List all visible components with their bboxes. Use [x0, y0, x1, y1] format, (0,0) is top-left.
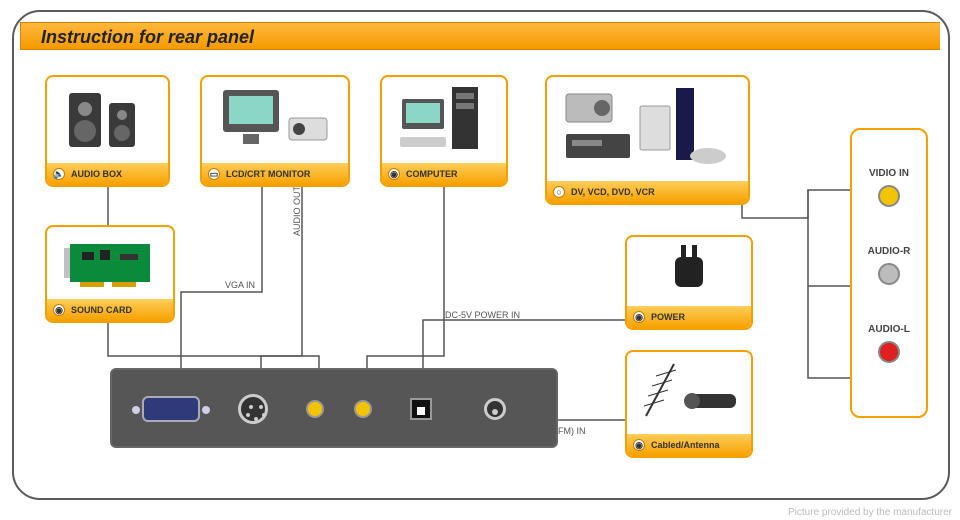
sound-card-icon [47, 227, 173, 299]
dc-jack-icon: ◉ [633, 311, 645, 323]
sound-card-label: SOUND CARD [71, 305, 132, 315]
port-vga [142, 396, 200, 422]
antenna-icon [627, 352, 751, 434]
power-adapter-icon [627, 237, 751, 306]
audio-box-label: AUDIO BOX [71, 169, 122, 179]
label-audio-out: AUDIO OUT [292, 186, 302, 236]
media-label: DV, VCD, DVD, VCR [571, 187, 655, 197]
rca-video-jack [878, 185, 900, 207]
rca-audio-r-label: AUDIO-R [860, 246, 918, 257]
rca-audio-r-jack [878, 263, 900, 285]
device-computer: ◉ COMPUTER [380, 75, 508, 187]
pc-port-icon: ◉ [388, 168, 400, 180]
label-vga-in: VGA IN [225, 280, 255, 290]
rca-panel: VIDIO IN AUDIO-R AUDIO-L [850, 128, 928, 418]
antenna-label: Cabled/Antenna [651, 440, 720, 450]
monitor-label: LCD/CRT MONITOR [226, 169, 310, 179]
device-media: ○ DV, VCD, DVD, VCR [545, 75, 750, 205]
rear-panel [110, 368, 558, 448]
speakers-icon [47, 77, 168, 163]
rca-video-label: VIDIO IN [860, 168, 918, 179]
computer-label: COMPUTER [406, 169, 458, 179]
port-antenna-in [484, 398, 506, 420]
title-bar: Instruction for rear panel [20, 22, 940, 50]
power-label: POWER [651, 312, 685, 322]
device-audio-box: 🔈 AUDIO BOX [45, 75, 170, 187]
rf-jack-icon: ◉ [633, 439, 645, 451]
device-power: ◉ POWER [625, 235, 753, 330]
media-devices-icon [547, 77, 748, 181]
port-audio-1 [306, 400, 324, 418]
device-monitor: ▭ LCD/CRT MONITOR [200, 75, 350, 187]
credit-text: Picture provided by the manufacturer [788, 507, 952, 518]
audio-jack-icon: ◉ [53, 304, 65, 316]
port-dc-in [410, 398, 432, 420]
rca-audio-l-label: AUDIO-L [860, 324, 918, 335]
monitor-icon [202, 77, 348, 163]
title-text: Instruction for rear panel [41, 27, 254, 47]
device-sound-card: ◉ SOUND CARD [45, 225, 175, 323]
av-out-icon: ○ [553, 186, 565, 198]
device-antenna: ◉ Cabled/Antenna [625, 350, 753, 458]
computer-icon [382, 77, 506, 163]
vga-icon: ▭ [208, 168, 220, 180]
label-dc5v: DC-5V POWER IN [445, 310, 520, 320]
port-din [238, 394, 268, 424]
rca-audio-l-jack [878, 341, 900, 363]
speaker-out-icon: 🔈 [53, 168, 65, 180]
port-audio-2 [354, 400, 372, 418]
